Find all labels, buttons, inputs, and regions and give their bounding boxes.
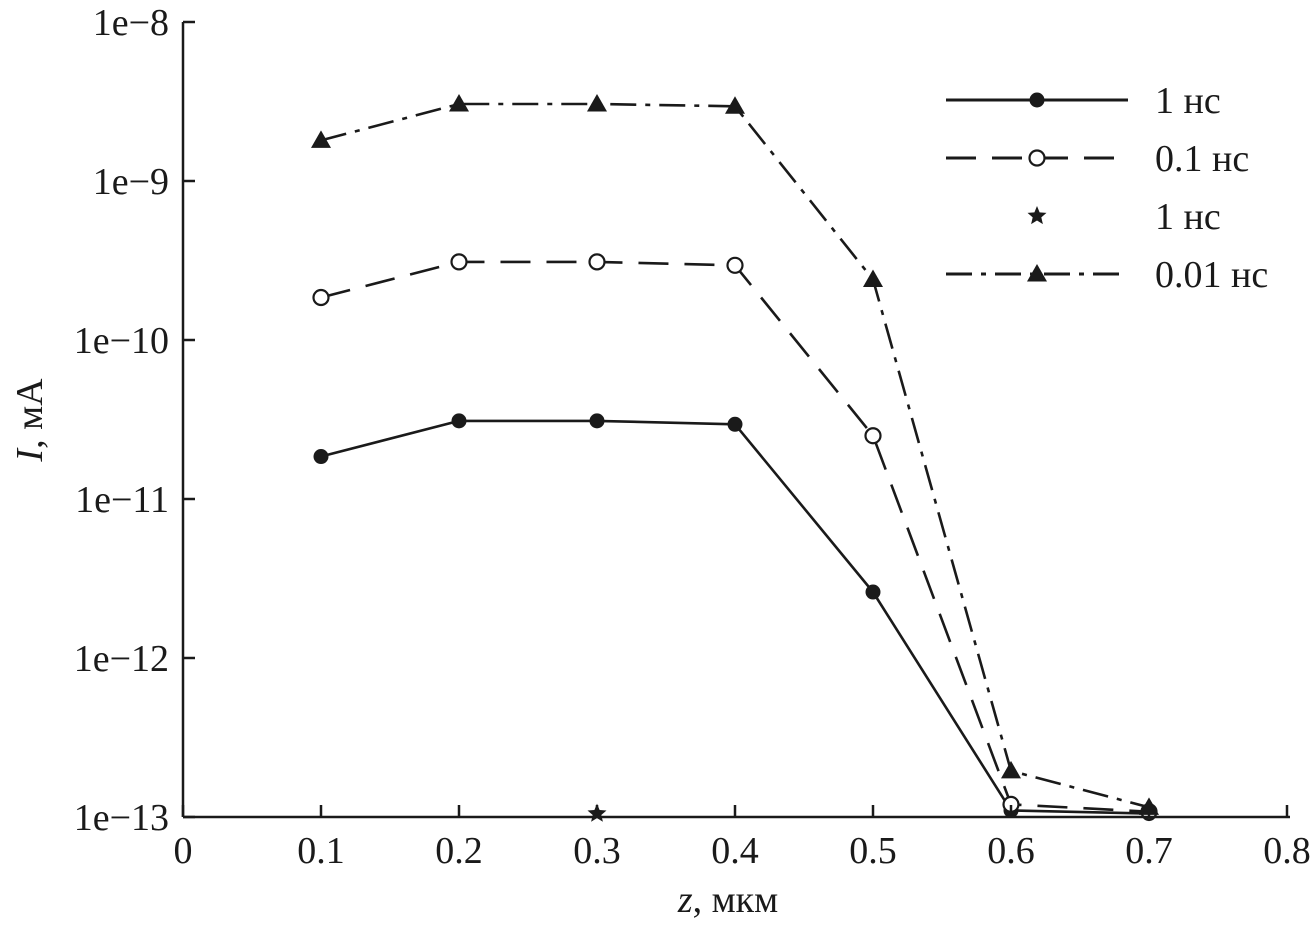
x-tick-label: 0.2 — [435, 830, 483, 872]
legend-marker — [1027, 264, 1047, 282]
data-point-filled-circle — [589, 413, 605, 429]
data-point-open-circle — [726, 256, 744, 274]
series-line — [320, 260, 1150, 813]
legend-marker — [1027, 206, 1047, 225]
x-axis-unit: , мкм — [693, 879, 779, 921]
x-tick-label: 0.1 — [297, 830, 345, 872]
x-tick-label: 0.6 — [987, 830, 1035, 872]
data-point-open-circle — [588, 253, 606, 271]
data-point-open-circle — [312, 288, 330, 307]
legend-item: 0.01 нс — [946, 254, 1268, 296]
series-line — [320, 419, 1150, 815]
data-point-triangle — [449, 93, 469, 112]
y-axis-label: I, мА — [9, 378, 51, 463]
legend: 1 нс 0.1 нс 1 нс 0.01 нс — [946, 80, 1268, 296]
series-1 — [313, 413, 1157, 822]
legend-label: 0.1 нс — [1155, 138, 1249, 180]
data-point-triangle — [1001, 760, 1021, 779]
y-tick-label: 1e−8 — [93, 2, 169, 44]
data-point-triangle — [587, 93, 607, 112]
series-4 — [311, 93, 1159, 815]
svg-text:I, мА: I, мА — [9, 378, 51, 463]
y-tick-label: 1e−12 — [74, 638, 169, 680]
data-point-filled-circle — [727, 416, 743, 432]
legend-item: 1 нс — [946, 80, 1221, 122]
data-point-filled-circle — [313, 449, 329, 465]
legend-marker — [1028, 149, 1046, 167]
svg-text:z, мкм: z, мкм — [677, 879, 778, 921]
x-tick-label: 0.5 — [849, 830, 897, 872]
series-2 — [312, 253, 1158, 821]
data-point-triangle — [311, 130, 331, 148]
legend-label: 0.01 нс — [1155, 254, 1268, 296]
x-tick-label: 0 — [174, 830, 193, 872]
x-tick-label: 0.4 — [711, 830, 759, 872]
data-point-triangle — [725, 96, 745, 114]
x-tick-label: 0.7 — [1125, 830, 1173, 872]
data-point-triangle — [863, 269, 883, 288]
y-tick-label: 1e−9 — [93, 161, 169, 203]
legend-label: 1 нс — [1155, 80, 1221, 122]
y-axis-unit: , мА — [9, 378, 51, 449]
y-tick-label: 1e−11 — [75, 479, 169, 521]
x-tick-label: 0.3 — [573, 830, 621, 872]
x-axis-label: z, мкм — [677, 879, 778, 921]
legend-label: 1 нс — [1155, 196, 1221, 238]
x-axis-symbol: z — [677, 879, 693, 921]
x-tick-label: 0.8 — [1263, 830, 1311, 872]
y-ticks: 1e−13 1e−12 1e−11 1e−10 1e−9 1e−8 — [74, 2, 195, 839]
data-point-open-circle — [450, 253, 468, 271]
series-line — [320, 102, 1150, 809]
x-ticks: 0 0.1 0.2 0.3 0.4 0.5 0.6 0.7 0.8 — [174, 805, 1311, 872]
y-axis-symbol: I — [9, 447, 51, 463]
data-point-filled-circle — [451, 413, 467, 429]
legend-marker — [1029, 92, 1045, 108]
legend-item: 1 нс — [1027, 196, 1221, 238]
y-tick-label: 1e−13 — [74, 797, 169, 839]
plot-series — [311, 93, 1159, 822]
data-point-open-circle — [864, 427, 882, 445]
axes — [181, 22, 1290, 819]
legend-item: 0.1 нс — [946, 138, 1249, 180]
y-tick-label: 1e−10 — [74, 320, 169, 362]
data-point-filled-circle — [865, 584, 881, 600]
